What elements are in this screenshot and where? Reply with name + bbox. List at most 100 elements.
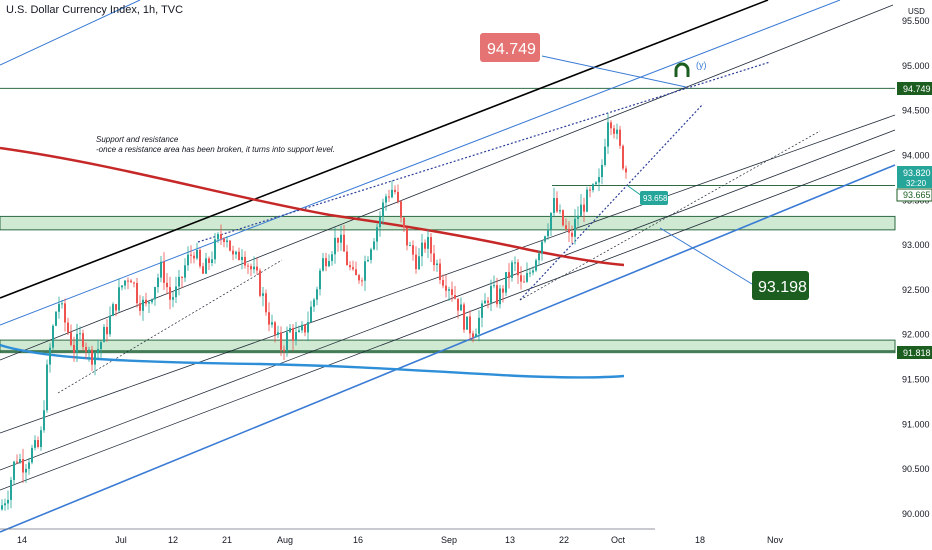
candle-body	[103, 326, 105, 343]
candle-body	[64, 303, 66, 323]
candle-body	[31, 447, 33, 463]
candle-body	[265, 293, 267, 313]
candle-body	[22, 459, 24, 473]
y-tick-label: 95.000	[902, 61, 930, 71]
candle-body	[100, 342, 102, 350]
candle-body	[544, 236, 546, 242]
x-tick-label: 13	[505, 535, 515, 545]
candle-body	[601, 164, 603, 178]
candle-body	[487, 300, 489, 303]
candle-body	[565, 225, 567, 229]
top-target-callout: 94.749	[480, 33, 540, 62]
candle-body	[16, 461, 18, 463]
candle-body	[547, 229, 549, 237]
candle-body	[295, 331, 297, 341]
candle-body	[508, 272, 510, 278]
candle-body	[373, 241, 375, 250]
candle-body	[385, 196, 387, 203]
annotation-note-body: -once a resistance area has been broken,…	[96, 145, 335, 154]
candle-body	[46, 364, 48, 411]
candle-body	[550, 212, 552, 230]
candle-body	[394, 189, 396, 192]
candle-body	[610, 122, 612, 129]
candle-body	[4, 503, 6, 506]
candle-body	[343, 234, 345, 252]
candle-body	[142, 299, 144, 311]
time-axis[interactable]: 14 Jul 12 21 Aug 16 Sep 13 22 Oct 18 Nov	[17, 535, 784, 545]
x-tick-label: 21	[222, 535, 232, 545]
candle-body	[232, 250, 234, 255]
candle-body	[304, 324, 306, 333]
candle-body	[598, 177, 600, 183]
price-tag-resistance: 94.749	[897, 82, 932, 95]
candle-body	[106, 326, 108, 335]
candle-body	[418, 256, 420, 270]
candle-body	[178, 276, 180, 287]
candle-body	[502, 288, 504, 293]
candle-body	[334, 237, 336, 255]
candle-body	[145, 299, 147, 304]
candle-body	[82, 333, 84, 347]
candle-body	[298, 330, 300, 332]
channel-lines	[0, 0, 896, 533]
candle-body	[340, 234, 342, 243]
candle-body	[454, 295, 456, 299]
candle-body	[301, 324, 303, 331]
candle-body	[592, 184, 594, 191]
y-tick-label: 93.000	[902, 240, 930, 250]
candle-body	[271, 322, 273, 325]
candle-body	[94, 352, 96, 365]
y-tick-label: 92.000	[902, 330, 930, 340]
candle-body	[190, 254, 192, 256]
x-tick-label: 22	[559, 535, 569, 545]
price-tag-current: 93.820 32:20	[897, 166, 932, 188]
channel-line-blue-upper	[0, 0, 841, 326]
y-tick-label: 94.500	[902, 106, 930, 116]
x-tick-label: Jul	[115, 535, 127, 545]
candle-body	[361, 280, 363, 282]
candle-body	[163, 261, 165, 283]
candle-body	[556, 198, 558, 212]
candle-body	[607, 122, 609, 147]
candle-body	[523, 281, 525, 283]
candle-body	[28, 462, 30, 469]
channel-line-blue-top	[0, 0, 141, 66]
candle-body	[460, 304, 462, 311]
candle-body	[253, 266, 255, 270]
small-callout-connector	[627, 185, 643, 197]
blue-moving-average	[0, 343, 625, 379]
support-resistance-zones	[0, 215, 896, 354]
candle-body	[583, 204, 585, 212]
candle-body	[409, 245, 411, 247]
candle-body	[595, 182, 597, 185]
candle-body	[349, 265, 351, 268]
candle-body	[469, 316, 471, 334]
annotation-note-title: Support and resistance	[96, 135, 179, 144]
svg-text:93.665: 93.665	[903, 190, 931, 200]
candle-body	[124, 280, 126, 286]
channel-line-thin-1	[0, 4, 894, 361]
candle-body	[208, 258, 210, 263]
candle-body	[55, 311, 57, 326]
candle-body	[496, 285, 498, 305]
candle-body	[286, 332, 288, 352]
candle-body	[277, 332, 279, 335]
candle-body	[430, 237, 432, 254]
candle-body	[160, 261, 162, 278]
candle-body	[442, 280, 444, 286]
candle-body	[10, 479, 12, 500]
x-tick-label: 18	[695, 535, 705, 545]
candle-body	[61, 303, 63, 305]
channel-line-blue-lower	[0, 164, 896, 533]
candle-body	[325, 258, 327, 267]
candle-body	[475, 333, 477, 338]
candle-body	[535, 260, 537, 271]
candle-body	[517, 262, 519, 276]
candle-body	[40, 430, 42, 447]
candle-body	[220, 234, 222, 239]
candle-body	[43, 410, 45, 431]
candle-body	[76, 333, 78, 353]
candle-body	[412, 245, 414, 255]
candle-body	[376, 227, 378, 242]
